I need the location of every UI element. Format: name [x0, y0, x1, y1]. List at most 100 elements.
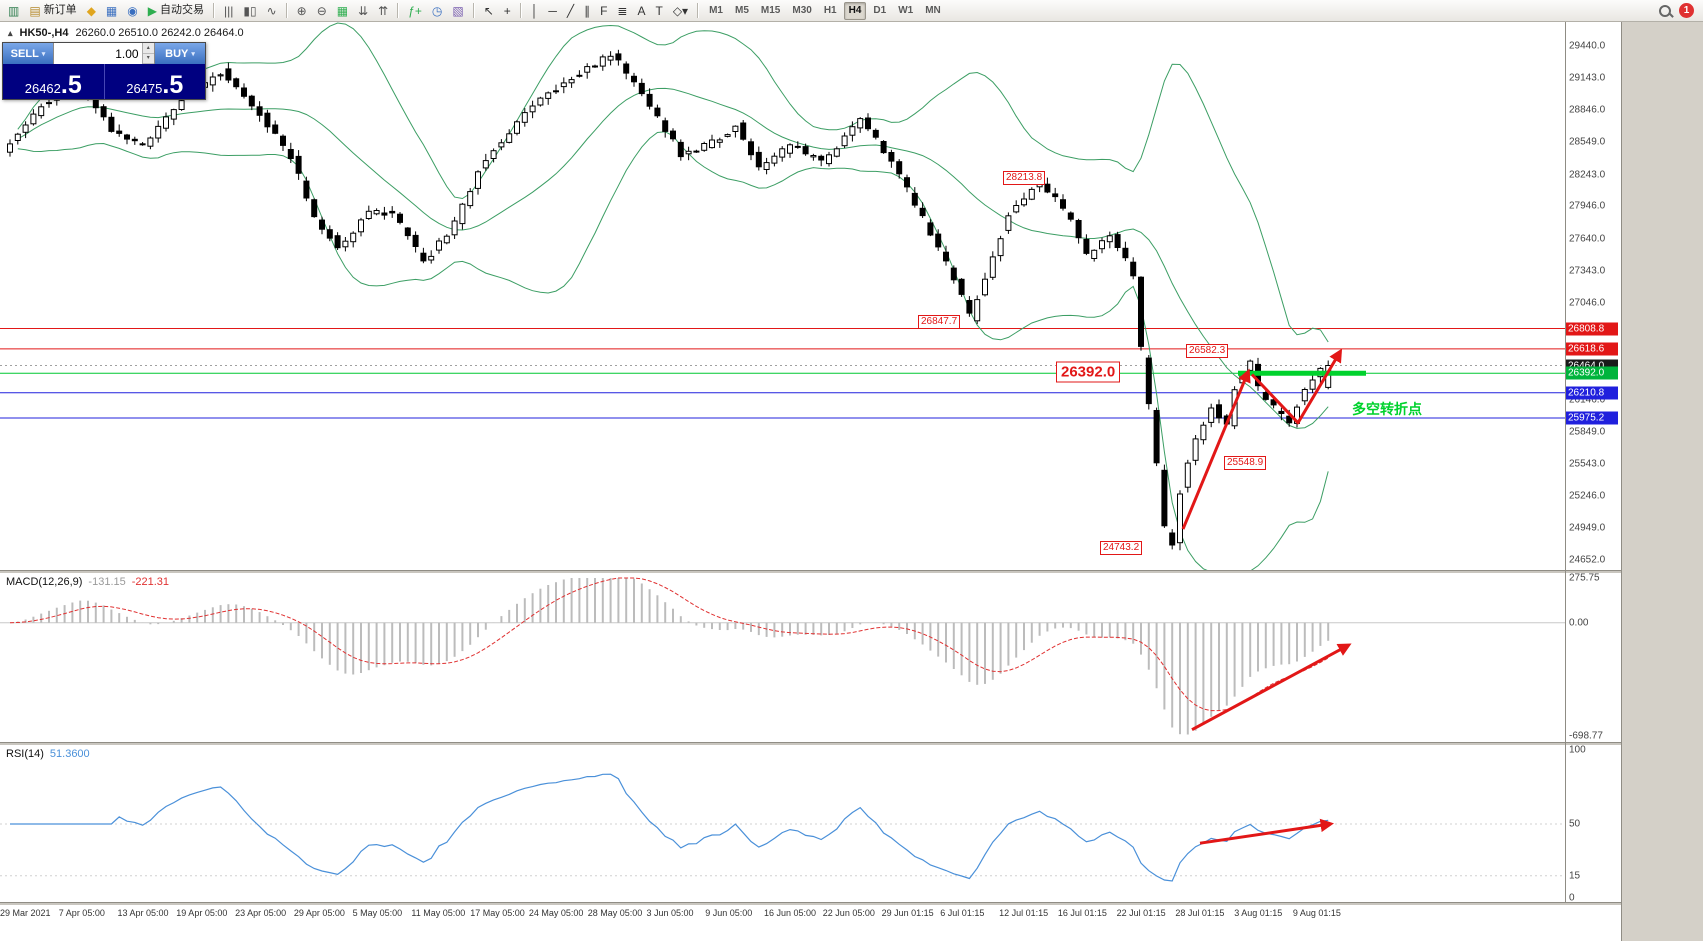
market-watch-button[interactable]: ◆ — [83, 1, 100, 21]
macd-signal-value: -221.31 — [131, 576, 170, 588]
chart-ohlc-values: 26260.0 26510.0 26242.0 26464.0 — [75, 27, 244, 39]
toolbar-separator — [519, 3, 522, 18]
price-callout[interactable]: 25548.9 — [1224, 455, 1267, 470]
timeframe-m5-button[interactable]: M5 — [735, 5, 749, 16]
templates-button[interactable]: ▧ — [448, 1, 467, 21]
price-callout[interactable]: 26582.3 — [1186, 343, 1229, 358]
buy-price-display[interactable]: 26475 .5 — [103, 64, 206, 99]
sell-price-display[interactable]: 26462 .5 — [3, 64, 104, 99]
chart-window[interactable] — [0, 22, 1621, 941]
arrange-up-button[interactable]: ⇈ — [374, 1, 392, 21]
arrange-down-icon: ⇊ — [358, 3, 369, 18]
navigator-button[interactable]: ◉ — [123, 1, 141, 21]
vertical-line-button[interactable]: │ — [527, 1, 543, 21]
main-chart-canvas[interactable] — [0, 22, 1565, 570]
cursor-button[interactable]: ↖ — [480, 1, 498, 21]
price-axis[interactable]: 29440.0 29143.0 28846.0 28549.0 28243.0 27946… — [1566, 22, 1621, 904]
price-axis-tick: 27946.0 — [1569, 200, 1606, 212]
trend-arrow[interactable] — [1199, 818, 1335, 845]
pane-separator[interactable] — [0, 902, 1621, 905]
bar-chart-button[interactable]: ||| — [220, 1, 237, 21]
bar-chart-icon: ||| — [223, 3, 234, 18]
trend-arrow[interactable] — [1250, 348, 1343, 425]
macd-canvas[interactable] — [0, 572, 1565, 742]
tile-windows-button[interactable]: ▦ — [333, 1, 352, 21]
volume-increase-button[interactable]: ▴ — [142, 43, 154, 54]
zoom-in-button[interactable]: ⊕ — [293, 1, 311, 21]
data-window-button[interactable]: ▦ — [102, 1, 121, 21]
trend-arrow[interactable] — [1191, 643, 1352, 732]
timeframe-d1-button[interactable]: D1 — [873, 5, 887, 16]
line-chart-button[interactable]: ∿ — [263, 1, 281, 21]
price-axis-divider — [1565, 22, 1566, 902]
volume-input[interactable] — [54, 43, 142, 64]
shapes-grid-button[interactable]: ≣ — [613, 1, 631, 21]
price-axis-tick: 24949.0 — [1569, 522, 1606, 534]
buy-button[interactable]: BUY ▾ — [155, 43, 205, 64]
autotrading-icon: ▶ — [147, 3, 157, 18]
arrow-label-button[interactable]: T — [651, 1, 666, 21]
toolbar-separator — [697, 3, 700, 18]
toolbar-button-label: 自动交易 — [159, 4, 204, 16]
search-icon[interactable] — [1659, 4, 1671, 17]
time-axis-label: 24 May 05:00 — [528, 908, 584, 918]
price-callout[interactable]: 26392.0 — [1056, 361, 1121, 383]
price-callout[interactable]: 26847.7 — [918, 315, 961, 330]
timeframe-m30-button[interactable]: M30 — [792, 5, 812, 16]
price-axis-tick: 27046.0 — [1569, 297, 1606, 309]
trade-panel-controls: SELL ▾ ▴ ▾ BUY ▾ — [3, 43, 205, 64]
timeframe-m1-button[interactable]: M1 — [709, 5, 723, 16]
time-axis[interactable]: 29 Mar 2021 7 Apr 05:00 13 Apr 05:00 19 Apr… — [0, 903, 1621, 941]
time-axis-label: 3 Jun 05:00 — [646, 908, 694, 918]
time-axis-label: 16 Jul 01:15 — [1057, 908, 1107, 918]
buy-price-frac: .5 — [162, 71, 184, 99]
time-axis-label: 28 Jul 01:15 — [1175, 908, 1225, 918]
rsi-line — [10, 773, 1329, 882]
rsi-canvas[interactable] — [0, 744, 1565, 902]
crosshair-button[interactable]: + — [500, 1, 515, 21]
bollinger-bands — [17, 22, 1329, 570]
text-button[interactable]: A — [633, 1, 649, 21]
bull-bear-turning-point-label[interactable]: 多空转折点 — [1352, 400, 1422, 417]
trendline-button[interactable]: ╱ — [563, 1, 578, 21]
price-axis-tick: 25543.0 — [1569, 458, 1606, 470]
timeframe-mn-button[interactable]: MN — [925, 5, 941, 16]
timeframe-h4-button[interactable]: H4 — [843, 1, 867, 20]
new-chart-button[interactable]: ▥ — [4, 1, 23, 21]
price-callout[interactable]: 24743.2 — [1100, 541, 1143, 556]
timeframe-w1-button[interactable]: W1 — [898, 5, 914, 16]
zoom-out-button[interactable]: ⊖ — [313, 1, 331, 21]
pane-separator[interactable] — [0, 742, 1621, 745]
periods-button[interactable]: ◷ — [428, 1, 446, 21]
price-axis-tick: 27343.0 — [1569, 265, 1606, 277]
indicators-icon: ƒ+ — [408, 3, 422, 18]
chevron-down-icon: ▾ — [191, 50, 195, 58]
rsi-scale-label: 100 — [1569, 744, 1586, 756]
shapes-grid-icon: ≣ — [617, 3, 628, 18]
time-axis-label: 17 May 05:00 — [470, 908, 525, 918]
horizontal-line-button[interactable]: ─ — [544, 1, 561, 21]
trend-arrow[interactable] — [1181, 368, 1251, 530]
autotrading-button[interactable]: ▶ 自动交易 — [144, 1, 208, 21]
arrange-down-button[interactable]: ⇊ — [354, 1, 372, 21]
macd-histogram — [16, 578, 1330, 735]
time-axis-label: 23 Apr 05:00 — [235, 908, 287, 918]
rsi-scale-label: 50 — [1569, 818, 1581, 830]
new-order-button[interactable]: ▤ 新订单 — [25, 1, 80, 21]
indicators-button[interactable]: ƒ+ — [404, 1, 426, 21]
time-axis-label: 13 Apr 05:00 — [117, 908, 169, 918]
objects-dropdown-icon: ◇▾ — [672, 3, 689, 18]
pane-separator[interactable] — [0, 570, 1621, 573]
timeframe-h1-button[interactable]: H1 — [823, 5, 837, 16]
channel-button[interactable]: ∥ — [580, 1, 594, 21]
timeframe-m15-button[interactable]: M15 — [760, 5, 781, 16]
objects-dropdown-button[interactable]: ◇▾ — [669, 1, 692, 21]
volume-decrease-button[interactable]: ▾ — [142, 53, 154, 64]
channel-icon: ∥ — [584, 3, 591, 18]
toolbar-separator — [472, 3, 475, 18]
price-callout[interactable]: 28213.8 — [1003, 170, 1046, 185]
sell-button[interactable]: SELL ▾ — [3, 43, 53, 64]
notification-badge[interactable]: 1 — [1679, 3, 1694, 18]
candlestick-chart-button[interactable]: ▮▯ — [239, 1, 260, 21]
fibonacci-button[interactable]: F — [596, 1, 611, 21]
